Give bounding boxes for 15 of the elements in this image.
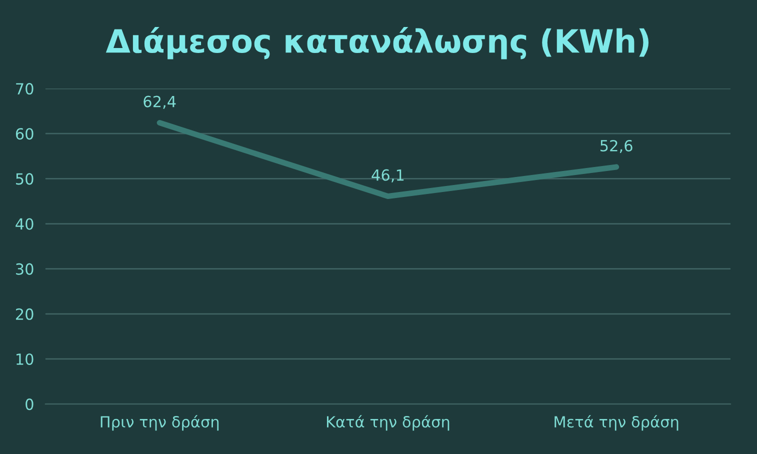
y-tick-label: 0 bbox=[26, 398, 34, 410]
y-tick-label: 40 bbox=[16, 218, 34, 230]
x-tick-label: Πριν την δράση bbox=[100, 415, 219, 431]
y-tick-label: 10 bbox=[16, 353, 34, 366]
data-label: 52,6 bbox=[600, 140, 632, 154]
y-tick-label: 60 bbox=[16, 128, 34, 140]
y-tick-label: 20 bbox=[16, 308, 34, 320]
x-tick-label: Κατά την δράση bbox=[326, 415, 450, 431]
data-label: 46,1 bbox=[372, 169, 404, 182]
chart-title: Διάμεσος κατανάλωσης (KWh) bbox=[106, 27, 649, 60]
data-label: 62,4 bbox=[144, 96, 176, 109]
y-tick-label: 70 bbox=[16, 82, 34, 95]
y-tick-label: 50 bbox=[16, 173, 34, 185]
y-tick-label: 30 bbox=[16, 263, 34, 275]
x-tick-label: Μετά την δράση bbox=[554, 415, 678, 431]
